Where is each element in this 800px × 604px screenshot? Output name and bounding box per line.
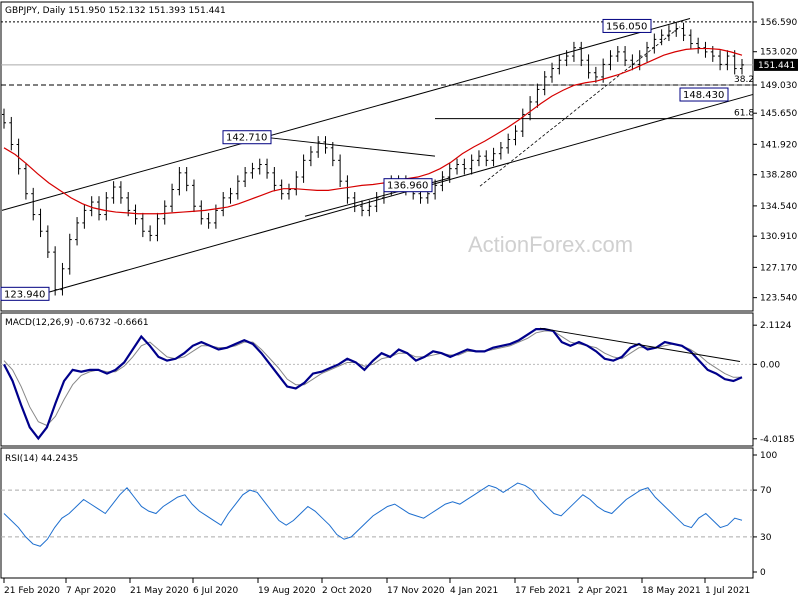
- rsi-layer: [1, 482, 753, 547]
- price-layer: 156.050 148.430 142.710 136.960 123.940 38.2 6…: [0, 18, 754, 301]
- moving-average-line: [3, 47, 743, 215]
- label-high-1: 156.050: [606, 21, 647, 32]
- date-tick-label-5: 2 Oct 2020: [322, 586, 372, 596]
- price-panel: [0, 1, 754, 312]
- date-tick-label-8: 17 Feb 2021: [515, 586, 571, 596]
- current-price-tag: [754, 58, 798, 71]
- price-tick-label-7: 130.910: [760, 232, 797, 242]
- macd-series-macd: [3, 328, 743, 441]
- label-swing-low: 148.430: [683, 90, 724, 101]
- macd-title: MACD(12,26,9) -0.6732 -0.6661: [5, 318, 149, 328]
- label-swing-low-box: [679, 87, 729, 102]
- label-high-0-box: [222, 130, 272, 145]
- dashed-trendline: [479, 26, 681, 187]
- price-tick-label-5: 138.280: [760, 171, 797, 181]
- date-tick-label-4: 19 Aug 2020: [258, 586, 316, 596]
- current-price-label: 151.441: [758, 61, 795, 71]
- symbol-header: GBPJPY, Daily 151.950 152.132 151.393 15…: [5, 6, 226, 16]
- channel-lower: [39, 93, 754, 296]
- label-low-0-box: [0, 286, 50, 301]
- rsi-tick-label-1: 70: [760, 486, 772, 496]
- date-tick-label-0: 21 Feb 2020: [4, 586, 60, 596]
- price-tick-label-8: 127.170: [760, 263, 797, 273]
- watermark: ActionForex.com: [468, 232, 633, 257]
- date-tick-label-2: 21 May 2020: [130, 586, 189, 596]
- date-tick-label-6: 17 Nov 2020: [387, 586, 445, 596]
- rsi-tick-label-3: 0: [760, 568, 766, 578]
- macd-tick-label-1: 0.00: [760, 360, 780, 370]
- macd-trendline: [539, 327, 741, 363]
- macd-panel: [0, 312, 754, 447]
- fib-382-label: 38.2: [734, 75, 754, 85]
- triangle-upper: [269, 137, 436, 157]
- date-tick-label-11: 1 Jul 2021: [705, 586, 750, 596]
- date-tick-label-1: 7 Apr 2020: [66, 586, 116, 596]
- date-tick-label-7: 4 Jan 2021: [450, 586, 498, 596]
- label-high-1-box: [602, 18, 652, 33]
- label-low-1-box: [383, 178, 433, 193]
- label-low-0: 123.940: [4, 289, 45, 300]
- price-tick-label-1: 153.020: [760, 48, 797, 58]
- macd-tick-label-2: -4.0185: [760, 435, 795, 445]
- date-tick-label-9: 2 Apr 2021: [578, 586, 628, 596]
- fib-618-label: 61.8: [734, 109, 754, 119]
- label-low-1: 136.960: [387, 181, 428, 192]
- macd-layer: [1, 327, 753, 441]
- date-tick-label-3: 6 Jul 2020: [193, 586, 238, 596]
- rsi-tick-label-2: 30: [760, 533, 772, 543]
- price-tick-label-3: 145.650: [760, 109, 797, 119]
- price-tick-label-9: 123.540: [760, 294, 797, 304]
- price-tick-label-4: 141.920: [760, 140, 797, 150]
- label-high-0: 142.710: [226, 133, 267, 144]
- rsi-title: RSI(14) 44.2435: [5, 454, 78, 464]
- rsi-tick-label-0: 100: [760, 451, 777, 461]
- date-tick-label-10: 18 May 2021: [642, 586, 701, 596]
- price-tick-label-6: 134.540: [760, 202, 797, 212]
- macd-tick-label-0: 2.1124: [760, 321, 792, 331]
- axis-layer: 156.590 153.020 149.030 145.650 141.920 138.2…: [3, 18, 798, 596]
- channel-upper: [1, 18, 691, 211]
- rsi-line: [3, 482, 743, 547]
- price-tick-label-2: 149.030: [760, 81, 797, 91]
- price-tick-label-0: 156.590: [760, 18, 797, 28]
